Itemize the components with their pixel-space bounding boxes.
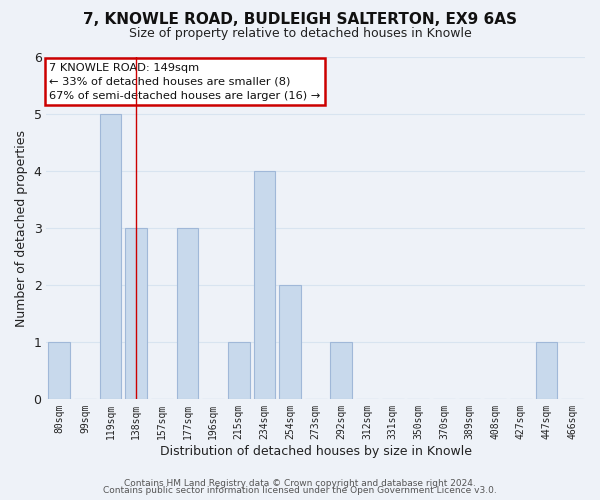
Bar (176, 228, 199, 399)
Bar (536, 342, 557, 399)
Bar (254, 172, 275, 399)
Y-axis label: Number of detached properties: Number of detached properties (15, 130, 28, 326)
Text: 7, KNOWLE ROAD, BUDLEIGH SALTERTON, EX9 6AS: 7, KNOWLE ROAD, BUDLEIGH SALTERTON, EX9 … (83, 12, 517, 28)
Text: Contains HM Land Registry data © Crown copyright and database right 2024.: Contains HM Land Registry data © Crown c… (124, 478, 476, 488)
X-axis label: Distribution of detached houses by size in Knowle: Distribution of detached houses by size … (160, 444, 472, 458)
Text: Size of property relative to detached houses in Knowle: Size of property relative to detached ho… (128, 28, 472, 40)
Bar (331, 342, 352, 399)
Bar (49, 342, 70, 399)
Bar (279, 285, 301, 399)
Bar (228, 342, 250, 399)
Text: 7 KNOWLE ROAD: 149sqm
← 33% of detached houses are smaller (8)
67% of semi-detac: 7 KNOWLE ROAD: 149sqm ← 33% of detached … (49, 62, 320, 100)
Text: Contains public sector information licensed under the Open Government Licence v3: Contains public sector information licen… (103, 486, 497, 495)
Bar (100, 114, 121, 399)
Bar (125, 228, 147, 399)
